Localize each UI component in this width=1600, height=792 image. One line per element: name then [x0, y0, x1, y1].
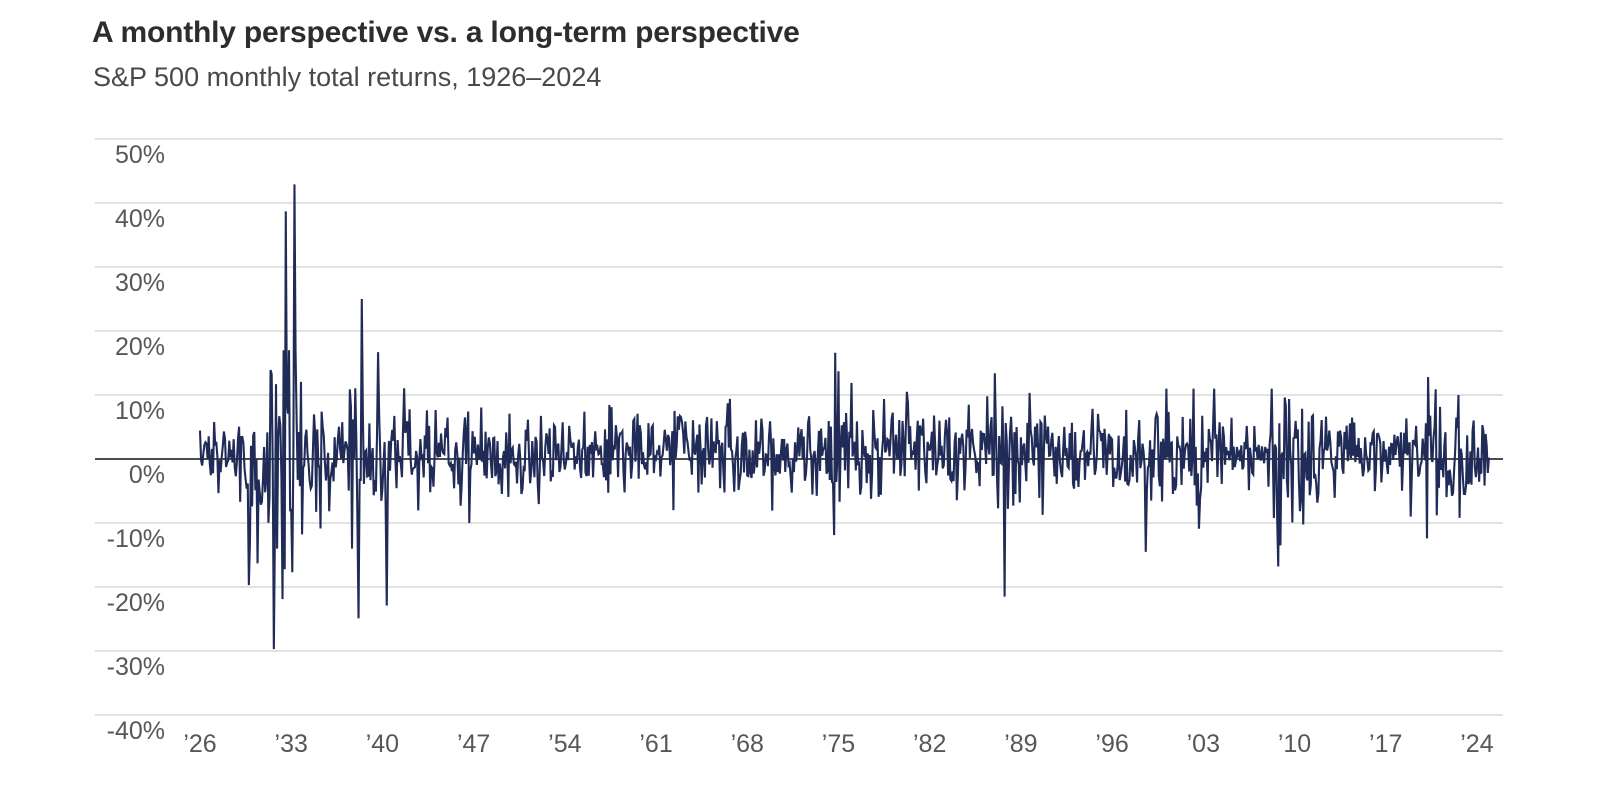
y-tick-label: 0%: [129, 461, 165, 489]
x-tick-label: ’10: [1278, 730, 1311, 758]
x-tick-label: ’33: [275, 730, 308, 758]
chart-subtitle: S&P 500 monthly total returns, 1926–2024: [93, 62, 602, 92]
y-tick-label: 40%: [115, 205, 165, 233]
x-tick-label: ’75: [822, 730, 855, 758]
y-tick-label: -10%: [107, 525, 165, 553]
y-tick-label: 20%: [115, 333, 165, 361]
monthly-returns-line: [198, 184, 1490, 650]
x-tick-label: ’47: [457, 730, 490, 758]
x-tick-label: ’82: [913, 730, 946, 758]
x-tick-label: ’61: [639, 730, 672, 758]
y-tick-label: -40%: [107, 717, 165, 745]
x-tick-label: ’40: [366, 730, 399, 758]
y-tick-label: -20%: [107, 589, 165, 617]
x-tick-label: ’68: [731, 730, 764, 758]
y-tick-label: -30%: [107, 653, 165, 681]
chart-title: A monthly perspective vs. a long-term pe…: [92, 16, 800, 49]
y-tick-label: 10%: [115, 397, 165, 425]
x-tick-label: ’26: [183, 730, 216, 758]
x-tick-label: ’96: [1095, 730, 1128, 758]
y-tick-label: 30%: [115, 269, 165, 297]
x-tick-label: ’89: [1004, 730, 1037, 758]
x-tick-label: ’24: [1460, 730, 1493, 758]
x-tick-label: ’17: [1369, 730, 1402, 758]
x-tick-label: ’54: [548, 730, 581, 758]
x-tick-label: ’03: [1187, 730, 1220, 758]
y-tick-label: 50%: [115, 141, 165, 169]
